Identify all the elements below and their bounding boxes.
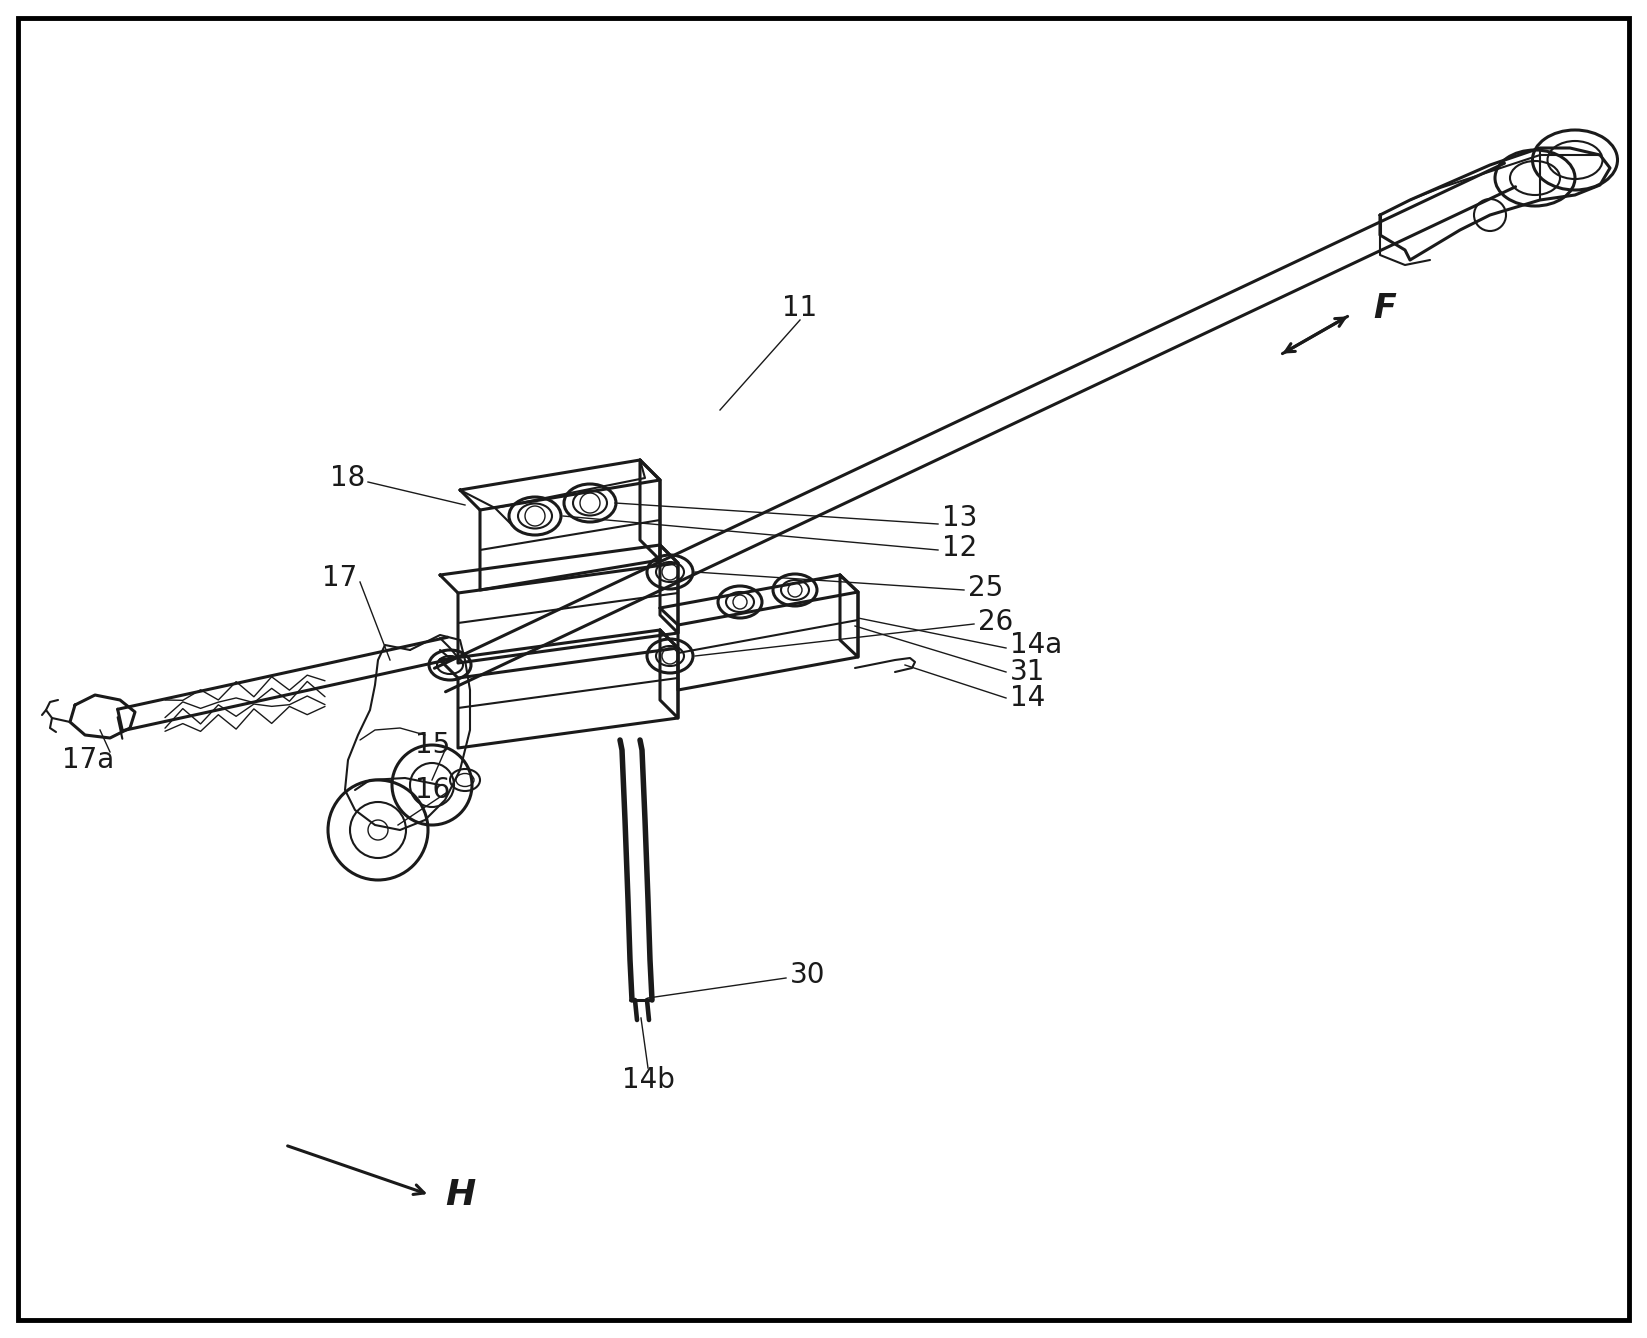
Text: 26: 26 [978, 607, 1013, 636]
Text: 16: 16 [415, 776, 450, 804]
Text: 18: 18 [331, 464, 366, 492]
Text: 13: 13 [942, 504, 977, 533]
Text: 17a: 17a [63, 747, 114, 773]
Text: 25: 25 [968, 574, 1003, 602]
Text: 31: 31 [1010, 658, 1046, 686]
Text: 12: 12 [942, 534, 977, 562]
Text: 11: 11 [782, 294, 817, 322]
Text: 14: 14 [1010, 684, 1046, 712]
Text: 17: 17 [323, 565, 357, 591]
Text: 30: 30 [791, 961, 825, 989]
Text: H: H [445, 1177, 474, 1212]
Text: 15: 15 [415, 731, 450, 759]
Text: 14a: 14a [1010, 632, 1062, 660]
Text: F: F [1374, 292, 1397, 325]
Text: 14b: 14b [621, 1066, 674, 1094]
